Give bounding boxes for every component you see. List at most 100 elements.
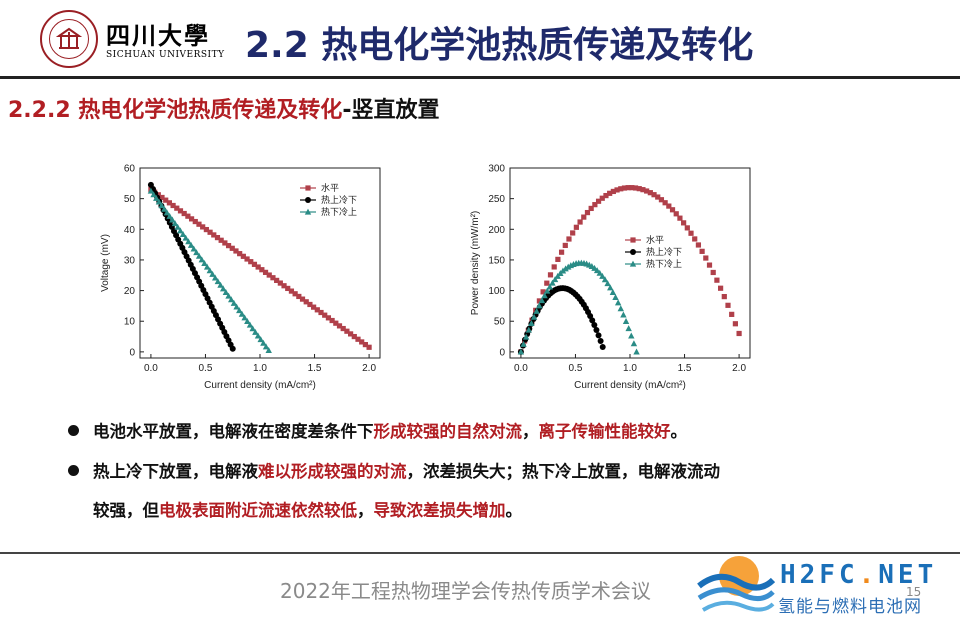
data-point bbox=[609, 288, 617, 295]
data-point bbox=[214, 278, 222, 285]
data-point bbox=[270, 275, 276, 281]
data-point bbox=[266, 272, 272, 278]
data-point bbox=[359, 339, 365, 345]
data-point bbox=[296, 293, 302, 300]
legend-marker bbox=[304, 208, 312, 215]
data-point bbox=[187, 241, 195, 248]
y-tick-label: 20 bbox=[124, 286, 136, 297]
data-point bbox=[699, 248, 705, 254]
data-point bbox=[533, 307, 540, 314]
x-tick-label: 2.0 bbox=[362, 363, 376, 374]
data-point bbox=[570, 230, 576, 236]
data-point bbox=[562, 265, 569, 272]
data-point bbox=[522, 333, 530, 340]
data-point bbox=[584, 209, 591, 216]
bullet-highlight: 形成较强的自然对流 bbox=[373, 422, 523, 441]
y-axis-label: Voltage (mV) bbox=[100, 234, 111, 292]
data-point bbox=[601, 276, 609, 283]
bullet-dot-icon bbox=[68, 465, 79, 476]
voltage-chart: 0.0 0.5 1.0 1.5 2.0 0 10 20 30 40 50 60 Current dens… bbox=[100, 164, 381, 391]
data-point bbox=[203, 226, 209, 233]
power-density-chart: 0.0 0.5 1.0 1.5 2.0 0 50 100 150 200 250 300 Current… bbox=[470, 164, 751, 391]
data-point bbox=[229, 345, 236, 352]
data-point bbox=[662, 200, 668, 206]
data-point bbox=[251, 261, 258, 267]
x-tick-label: 0.0 bbox=[144, 363, 158, 374]
university-name-en: SICHUAN UNIVERSITY bbox=[106, 50, 225, 60]
data-point bbox=[225, 292, 232, 299]
data-point bbox=[366, 344, 372, 350]
data-point bbox=[618, 186, 624, 192]
bullet-line: 较强，但电极表面附近流速依然较低，导致浓差损失增加。 bbox=[93, 497, 522, 521]
data-point bbox=[211, 232, 217, 238]
data-point bbox=[651, 192, 657, 198]
h2fc-wave-logo-icon bbox=[697, 556, 775, 612]
data-point bbox=[195, 252, 203, 259]
watermark-brand-dot: . bbox=[858, 560, 879, 590]
data-point bbox=[551, 264, 557, 270]
data-point bbox=[525, 326, 532, 333]
data-point bbox=[562, 242, 568, 249]
data-point bbox=[528, 320, 535, 327]
bullet-text: ， bbox=[522, 422, 539, 441]
data-point bbox=[725, 302, 731, 308]
data-point bbox=[718, 285, 724, 291]
slide-title: 2.2 热电化学池热质传递及转化 bbox=[245, 25, 754, 66]
data-point bbox=[592, 202, 598, 208]
legend-label: 水平 bbox=[646, 234, 664, 246]
data-point bbox=[348, 331, 354, 337]
x-axis-label: Current density (mA/cm²) bbox=[574, 380, 686, 391]
data-point bbox=[333, 320, 339, 326]
x-tick-label: 2.0 bbox=[732, 363, 746, 374]
data-point bbox=[612, 293, 619, 300]
data-point bbox=[198, 256, 205, 263]
data-point bbox=[193, 249, 200, 256]
y-tick-label: 300 bbox=[488, 164, 505, 175]
header-divider bbox=[0, 76, 960, 79]
data-point bbox=[307, 301, 313, 308]
data-point bbox=[604, 280, 611, 287]
data-point bbox=[692, 236, 698, 242]
y-tick-label: 30 bbox=[124, 255, 136, 266]
data-point bbox=[182, 234, 189, 241]
data-point bbox=[163, 209, 171, 216]
data-point bbox=[285, 285, 291, 292]
data-point bbox=[248, 259, 254, 265]
data-point bbox=[351, 333, 357, 340]
data-point bbox=[262, 343, 270, 350]
data-point bbox=[244, 317, 251, 324]
subtitle-suffix: -竖直放置 bbox=[342, 98, 440, 123]
y-tick-label: 100 bbox=[488, 286, 505, 297]
data-point bbox=[185, 213, 191, 219]
data-point bbox=[166, 200, 172, 206]
data-point bbox=[620, 311, 627, 318]
footer-conference: 2022年工程热物理学会传热传质学术会议 bbox=[280, 579, 651, 603]
data-point bbox=[281, 283, 287, 289]
data-point bbox=[179, 231, 187, 238]
data-point bbox=[549, 279, 556, 286]
data-point bbox=[589, 317, 596, 324]
bullet-text: 。 bbox=[505, 501, 523, 520]
data-point bbox=[596, 269, 603, 276]
data-point bbox=[644, 188, 650, 194]
legend-marker bbox=[630, 237, 636, 243]
data-point bbox=[249, 325, 256, 332]
data-point bbox=[277, 280, 283, 286]
data-point bbox=[591, 322, 598, 329]
data-point bbox=[225, 243, 232, 249]
data-point bbox=[303, 299, 309, 305]
data-point bbox=[311, 304, 317, 310]
x-tick-label: 1.5 bbox=[678, 363, 692, 374]
data-point bbox=[558, 249, 565, 255]
page-number: 15 bbox=[906, 585, 922, 599]
data-point bbox=[299, 296, 306, 302]
data-point bbox=[551, 276, 559, 283]
data-point bbox=[158, 202, 165, 209]
data-point bbox=[673, 211, 679, 217]
data-point bbox=[617, 305, 624, 312]
y-tick-label: 200 bbox=[488, 225, 505, 236]
data-point bbox=[254, 332, 262, 339]
data-point bbox=[237, 251, 243, 257]
data-point bbox=[607, 190, 613, 196]
data-point bbox=[547, 272, 554, 278]
